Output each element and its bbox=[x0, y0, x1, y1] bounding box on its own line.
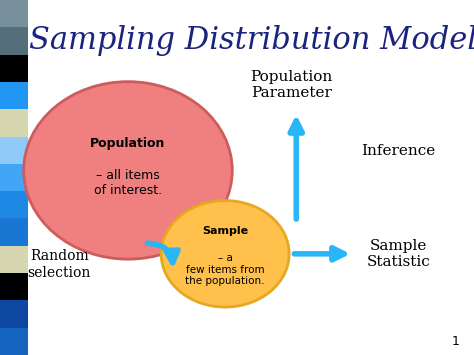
Text: Inference: Inference bbox=[361, 144, 435, 158]
Bar bbox=[0, 109, 28, 137]
Text: Sample: Sample bbox=[202, 226, 248, 236]
Text: Sampling Distribution Models: Sampling Distribution Models bbox=[29, 25, 474, 56]
Bar bbox=[0, 82, 28, 109]
Text: Population: Population bbox=[90, 137, 166, 150]
Text: Random
selection: Random selection bbox=[27, 249, 91, 280]
Bar bbox=[0, 328, 28, 355]
Bar bbox=[0, 0, 28, 27]
Bar bbox=[0, 55, 28, 82]
Bar bbox=[0, 218, 28, 246]
Ellipse shape bbox=[161, 201, 289, 307]
Text: Population
Parameter: Population Parameter bbox=[250, 70, 333, 100]
Bar bbox=[0, 300, 28, 328]
Bar bbox=[0, 137, 28, 164]
Text: – a
few items from
the population.: – a few items from the population. bbox=[185, 253, 265, 286]
Ellipse shape bbox=[24, 82, 232, 259]
Bar bbox=[0, 191, 28, 218]
Text: 1: 1 bbox=[452, 335, 460, 348]
Bar bbox=[0, 27, 28, 55]
Bar bbox=[0, 273, 28, 300]
Text: – all items
of interest.: – all items of interest. bbox=[94, 169, 162, 197]
Bar bbox=[0, 246, 28, 273]
Bar bbox=[0, 164, 28, 191]
Text: Sample
Statistic: Sample Statistic bbox=[366, 239, 430, 269]
